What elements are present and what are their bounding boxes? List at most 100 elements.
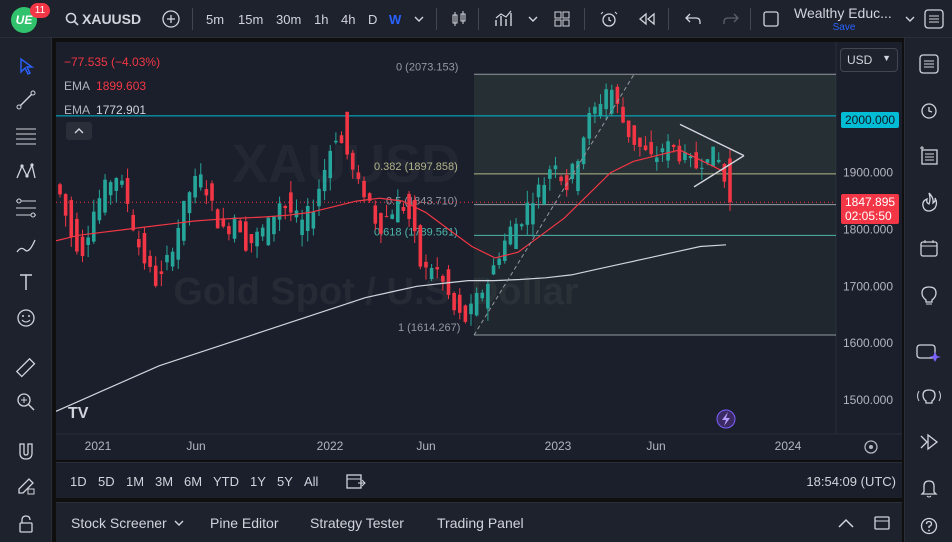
candles-icon[interactable]	[448, 0, 470, 38]
fullscreen-icon[interactable]	[760, 0, 782, 38]
candle-body	[474, 292, 479, 316]
signal-bulb-icon[interactable]	[915, 384, 943, 412]
time-tick-5: Jun	[646, 439, 665, 453]
collapse-legend-button[interactable]	[66, 122, 92, 140]
fib-label-0: 0 (2073.153)	[396, 61, 458, 73]
hotlist-flame-icon[interactable]	[915, 188, 943, 216]
notifications-bell-icon[interactable]	[915, 474, 943, 502]
trend-line-icon[interactable]	[12, 86, 40, 114]
drawing-toolbar	[0, 38, 52, 542]
date-range-icon[interactable]	[346, 463, 366, 499]
add-symbol-icon[interactable]	[160, 0, 182, 38]
timeframe-30m[interactable]: 30m	[276, 11, 302, 27]
range-1m[interactable]: 1M	[126, 473, 145, 489]
currency-select[interactable]: USD ▼	[840, 48, 898, 72]
draw-lock-icon[interactable]	[12, 472, 40, 500]
candle-body	[452, 293, 456, 311]
candle-body	[198, 174, 203, 188]
candle-body	[131, 214, 135, 231]
candle-body	[148, 255, 152, 267]
timeframe-4h[interactable]: 4h	[341, 11, 356, 27]
undo-icon[interactable]	[682, 0, 704, 38]
range-6m[interactable]: 6M	[184, 473, 203, 489]
calendar-icon[interactable]	[915, 234, 943, 262]
ema-slow-line	[56, 244, 727, 412]
candle-body	[317, 188, 321, 207]
bottom-panel-bar: Stock Screener Pine Editor Strategy Test…	[56, 502, 902, 542]
price-chart[interactable]: Gold Spot / U.S. Dollar XAUUSD 0 (2073.153…	[56, 42, 902, 460]
zoom-in-icon[interactable]	[12, 388, 40, 416]
tab-pine-editor[interactable]: Pine Editor	[210, 515, 279, 531]
tab-strategy-tester[interactable]: Strategy Tester	[310, 515, 404, 531]
chevron-up-icon[interactable]	[838, 503, 858, 542]
symbol-search[interactable]: XAUUSD	[82, 11, 142, 27]
watchlist-icon[interactable]	[915, 50, 943, 78]
magnet-icon[interactable]	[12, 438, 40, 466]
lock-icon[interactable]	[12, 510, 40, 538]
candle-body	[424, 261, 428, 268]
alarm-clock-icon[interactable]	[915, 96, 943, 124]
playback-icon[interactable]	[915, 428, 943, 456]
layouts-icon[interactable]	[552, 0, 572, 38]
timeframe-d[interactable]: D	[368, 11, 378, 27]
horizontal-lines-icon[interactable]	[12, 122, 40, 150]
price-tick-1: 1900.000	[843, 166, 893, 180]
candle-body	[176, 227, 181, 260]
timeframe-1h[interactable]: 1h	[314, 11, 329, 27]
redo-icon[interactable]	[720, 0, 742, 38]
candle-body	[120, 180, 124, 185]
chevron-down-icon[interactable]	[526, 0, 540, 38]
alert-icon[interactable]	[598, 0, 620, 38]
candle-body	[643, 145, 648, 151]
chevron-down-icon[interactable]	[412, 0, 426, 38]
range-3m[interactable]: 3M	[155, 473, 174, 489]
range-1y[interactable]: 1Y	[250, 473, 266, 489]
candle-body	[255, 231, 259, 247]
range-ytd[interactable]: YTD	[213, 473, 239, 489]
menu-icon[interactable]	[922, 0, 946, 38]
brush-icon[interactable]	[12, 232, 40, 260]
candle-body	[649, 142, 653, 155]
candle-body	[587, 112, 592, 139]
candle-body	[322, 169, 327, 192]
candle-body	[339, 135, 344, 144]
text-icon[interactable]	[12, 268, 40, 296]
tab-stock-screener[interactable]: Stock Screener	[71, 515, 167, 531]
pattern-icon[interactable]	[12, 158, 40, 186]
range-1d[interactable]: 1D	[70, 473, 87, 489]
range-all[interactable]: All	[304, 473, 319, 489]
candle-body	[159, 271, 164, 275]
account-menu[interactable]: Wealthy Educ... Save	[794, 5, 894, 33]
chevron-down-icon[interactable]	[174, 503, 188, 542]
price-tick-4: 1600.000	[843, 336, 893, 350]
maximize-panel-icon[interactable]	[874, 503, 894, 542]
timeframe-w[interactable]: W	[389, 11, 402, 27]
cursor-icon[interactable]	[12, 52, 40, 80]
range-5d[interactable]: 5D	[98, 473, 115, 489]
help-icon[interactable]	[915, 512, 943, 540]
search-icon[interactable]	[62, 0, 82, 38]
ruler-icon[interactable]	[12, 354, 40, 382]
tab-trading-panel[interactable]: Trading Panel	[437, 515, 524, 531]
utc-clock[interactable]: 18:54:09 (UTC)	[806, 473, 896, 489]
candle-body	[705, 159, 710, 163]
timeframe-15m[interactable]: 15m	[238, 11, 264, 27]
news-icon[interactable]	[915, 142, 943, 170]
chart-legend: −77.535 (−4.03%) EMA 1899.603 EMA 1772.901	[64, 50, 160, 122]
chat-sparkle-icon[interactable]	[915, 340, 943, 368]
emoji-icon[interactable]	[12, 304, 40, 332]
replay-icon[interactable]	[636, 0, 658, 38]
candle-body	[345, 111, 349, 155]
range-5y[interactable]: 5Y	[277, 473, 293, 489]
fib-retracement-icon[interactable]	[12, 194, 40, 222]
save-button[interactable]: Save	[832, 22, 856, 33]
indicators-icon[interactable]	[492, 0, 516, 38]
ideas-lightbulb-icon[interactable]	[915, 282, 943, 310]
timeframe-5m[interactable]: 5m	[206, 11, 225, 27]
candle-body	[283, 206, 288, 209]
candle-body	[384, 216, 389, 218]
chevron-down-icon[interactable]	[902, 0, 918, 38]
candle-body	[660, 148, 665, 153]
candle-body	[519, 224, 524, 227]
